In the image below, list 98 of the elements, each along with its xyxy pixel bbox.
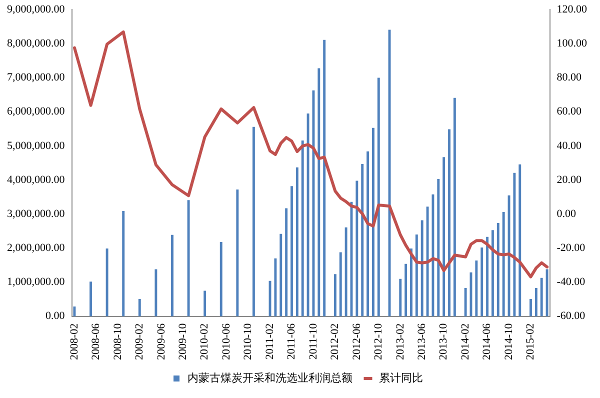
bar [486,236,489,316]
bar [334,274,336,316]
y2-tick-label: 20.00 [556,174,582,186]
y-tick-label: 8,000,000.00 [7,38,66,50]
bar [530,298,532,316]
bar [361,164,364,316]
x-tick-label: 2014-10 [502,322,515,360]
bar [518,164,522,316]
bar [475,260,478,316]
x-tick-label: 2013-10 [438,322,450,360]
bar [252,126,255,316]
bar [546,269,548,316]
x-tick-label: 2011-02 [264,323,276,360]
y2-tick-label: -20.00 [556,242,586,254]
bar [285,208,288,316]
bar [464,288,467,316]
y-tick-label: 1,000,000.00 [7,276,66,288]
bar [415,234,418,316]
x-tick-label: 2009-10 [176,322,189,360]
bar [90,282,92,316]
legend-label: 累计同比 [379,371,423,384]
y2-tick-label: 0.00 [556,208,576,220]
bar [122,211,125,316]
x-tick-label: 2014-06 [481,322,494,360]
bar [312,90,315,316]
x-tick-label: 2008-02 [68,323,80,360]
y-tick-label: 7,000,000.00 [7,72,66,84]
bar [453,98,456,316]
y2-tick-label: 40.00 [556,140,582,152]
legend-label: 内蒙古煤炭开采和洗选业利润总额 [188,371,352,384]
y2-tick-label: -40.00 [556,276,586,288]
bar [448,129,450,316]
bar [410,248,412,316]
bar [323,40,326,316]
bar [442,157,446,316]
x-tick-label: 2013-06 [416,322,428,360]
bar [339,252,342,316]
bar [171,234,174,316]
bar [356,180,358,316]
x-tick-label: 2013-02 [394,323,406,360]
bar [154,269,158,316]
bar [274,258,277,316]
y-tick-label: 4,000,000.00 [7,174,66,186]
y2-tick-label: -60.00 [556,310,586,322]
bar [106,248,108,316]
x-tick-label: 2009-02 [134,323,146,360]
bar [372,128,374,316]
bar [377,78,380,316]
x-tick-label: 2015-02 [524,323,537,360]
bar [420,220,424,316]
x-tick-label: 2010-02 [198,323,211,360]
y-tick-label: 2,000,000.00 [7,242,66,254]
y-tick-label: 9,000,000.00 [7,3,66,16]
bar [236,190,239,316]
x-tick-label: 2008-06 [90,322,102,360]
bar [306,114,310,316]
bar [404,264,408,316]
bar [513,172,516,316]
y-tick-label: 3,000,000.00 [7,208,66,220]
x-tick-label: 2012-02 [329,323,342,360]
bar [301,140,304,316]
bar [220,242,222,316]
bar [399,278,402,316]
y-tick-label: 5,000,000.00 [7,140,66,152]
bar [318,68,320,316]
x-tick-label: 2010-06 [220,322,232,360]
bar [344,227,348,316]
x-tick-label: 2011-10 [307,322,320,360]
bar [138,298,141,316]
x-tick-label: 2011-06 [286,322,298,360]
x-tick-label: 2014-02 [459,323,472,360]
bar [502,212,505,316]
bar [73,306,76,316]
bar [280,234,282,316]
bar [187,200,190,316]
bar [290,186,293,316]
y2-tick-label: 80.00 [556,72,582,84]
y2-tick-label: 60.00 [556,106,582,118]
bar [491,230,494,316]
x-tick-label: 2008-10 [112,322,124,360]
bar [496,222,500,316]
x-tick-label: 2010-10 [242,322,254,360]
bar [296,167,298,316]
x-tick-label: 2012-06 [350,322,363,360]
x-tick-label: 2009-06 [155,322,168,360]
x-tick-label: 2012-10 [372,322,385,360]
bar [437,178,440,316]
bar [534,288,538,316]
bar [432,194,434,316]
bar [480,247,484,316]
bar [204,290,206,316]
bar [366,151,370,316]
bar [540,278,543,316]
y2-tick-label: 100.00 [556,38,588,50]
y-tick-label: 6,000,000.00 [7,106,66,118]
y2-tick-label: 120.00 [556,3,588,16]
bar [426,206,429,316]
y-tick-label: 0.00 [46,310,66,322]
